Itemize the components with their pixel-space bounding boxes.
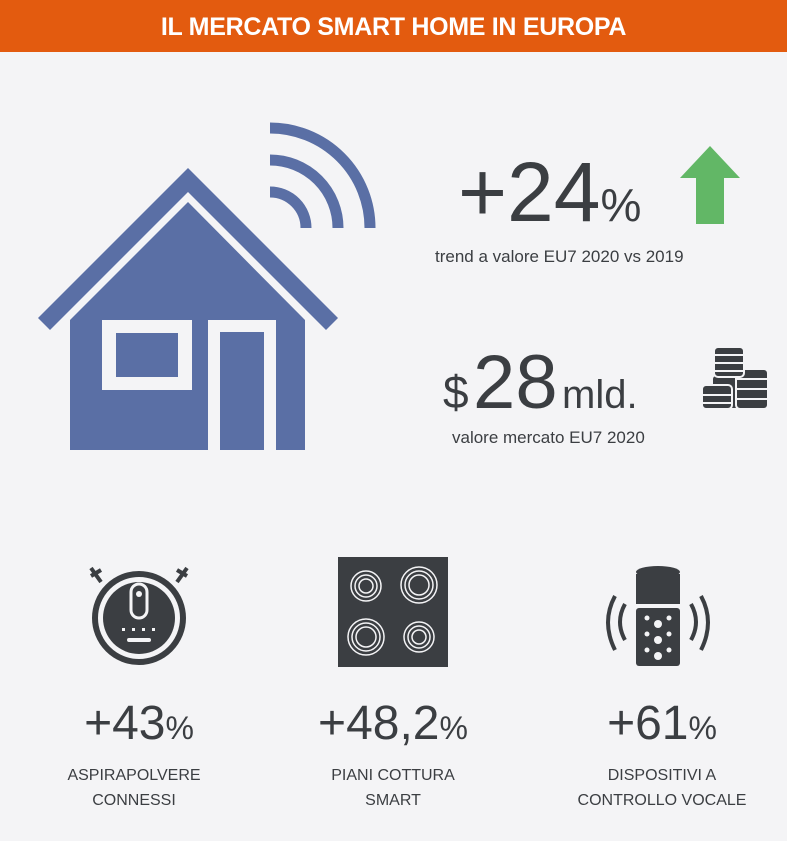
label-line: PIANI COTTURA (331, 767, 455, 784)
robot-vacuum-icon (89, 566, 189, 665)
cooktop-growth: +48,2% (318, 697, 468, 750)
arrow-up-icon (680, 146, 740, 224)
trend-value: +24% (458, 145, 642, 239)
vacuum-growth: +43% (84, 697, 194, 750)
market-value: $ 28 mld. (443, 340, 638, 425)
trend-caption: trend a valore EU7 2020 vs 2019 (435, 247, 684, 266)
label-line: SMART (365, 792, 421, 809)
label-line: ASPIRAPOLVERE (67, 767, 201, 784)
cooktop-label: PIANI COTTURA SMART (263, 763, 523, 813)
label-line: CONNESSI (92, 792, 176, 809)
cooktop-icon (338, 557, 448, 667)
speaker-growth: +61% (607, 697, 717, 750)
smart-house-icon (38, 122, 376, 450)
header-banner: IL MERCATO SMART HOME IN EUROPA (0, 0, 787, 52)
coins-icon (701, 346, 769, 410)
page-title: IL MERCATO SMART HOME IN EUROPA (160, 13, 627, 41)
label-line: CONTROLLO VOCALE (577, 792, 747, 809)
market-caption: valore mercato EU7 2020 (452, 428, 645, 447)
vacuum-label: ASPIRAPOLVERE CONNESSI (4, 763, 264, 813)
speaker-label: DISPOSITIVI A CONTROLLO VOCALE (532, 763, 787, 813)
smart-speaker-icon (606, 566, 710, 666)
label-line: DISPOSITIVI A (607, 767, 717, 784)
